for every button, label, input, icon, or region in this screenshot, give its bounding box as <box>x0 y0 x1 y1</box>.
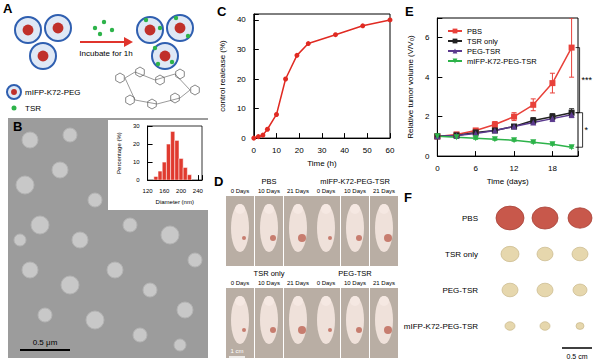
svg-text:30: 30 <box>317 146 326 155</box>
svg-text:C: C <box>217 4 227 19</box>
svg-text:Diameter (nm): Diameter (nm) <box>156 199 194 205</box>
svg-text:200: 200 <box>176 188 187 194</box>
svg-text:240: 240 <box>193 188 204 194</box>
svg-text:21 Days: 21 Days <box>373 188 395 194</box>
svg-text:F: F <box>404 190 412 205</box>
svg-text:10: 10 <box>237 104 246 113</box>
svg-text:PBS: PBS <box>462 214 478 223</box>
svg-text:6: 6 <box>425 33 430 42</box>
svg-text:0 Days: 0 Days <box>317 188 336 194</box>
svg-text:40: 40 <box>237 15 246 24</box>
svg-text:1 cm: 1 cm <box>230 348 243 354</box>
svg-text:TSR: TSR <box>25 104 41 113</box>
svg-text:PEG-TSR: PEG-TSR <box>467 47 501 56</box>
svg-text:0: 0 <box>136 177 140 183</box>
svg-text:30: 30 <box>133 123 140 129</box>
svg-text:0: 0 <box>252 146 257 155</box>
svg-text:0: 0 <box>241 134 246 143</box>
svg-text:PBS: PBS <box>467 27 482 36</box>
svg-text:0 Days: 0 Days <box>231 188 250 194</box>
svg-text:Incubate for 1h: Incubate for 1h <box>79 49 132 58</box>
svg-text:Time (days): Time (days) <box>487 177 529 186</box>
svg-text:E: E <box>405 4 414 19</box>
svg-text:10 Days: 10 Days <box>344 188 366 194</box>
svg-text:*: * <box>585 125 589 135</box>
svg-text:40: 40 <box>340 146 349 155</box>
svg-text:0.5 μm: 0.5 μm <box>33 338 58 347</box>
svg-text:TSR only: TSR only <box>445 250 478 259</box>
svg-text:6: 6 <box>473 164 478 173</box>
svg-text:PEG-TSR: PEG-TSR <box>442 286 478 295</box>
svg-text:TSR only: TSR only <box>467 37 498 46</box>
svg-text:control realease (%): control realease (%) <box>218 40 227 112</box>
svg-text:2: 2 <box>425 112 430 121</box>
svg-text:0: 0 <box>435 164 440 173</box>
svg-text:50: 50 <box>363 146 372 155</box>
svg-text:Percentage (%): Percentage (%) <box>116 132 122 174</box>
svg-text:10: 10 <box>272 146 281 155</box>
svg-text:21 Days: 21 Days <box>287 280 309 286</box>
svg-text:10 Days: 10 Days <box>258 280 280 286</box>
svg-text:D: D <box>214 174 223 189</box>
svg-text:160: 160 <box>159 188 170 194</box>
svg-text:mIFP-K72-PEG-TSR: mIFP-K72-PEG-TSR <box>467 57 537 66</box>
svg-text:18: 18 <box>548 164 557 173</box>
svg-text:21 Days: 21 Days <box>287 188 309 194</box>
svg-text:Time (h): Time (h) <box>307 159 337 168</box>
svg-text:A: A <box>3 1 13 16</box>
svg-text:mIFP-K72-PEG-TSR: mIFP-K72-PEG-TSR <box>320 177 390 186</box>
svg-text:PEG-TSR: PEG-TSR <box>338 269 372 278</box>
svg-text:20: 20 <box>237 75 246 84</box>
svg-text:10: 10 <box>133 159 140 165</box>
svg-text:PBS: PBS <box>261 177 276 186</box>
svg-text:0 Days: 0 Days <box>231 280 250 286</box>
svg-text:120: 120 <box>143 188 154 194</box>
svg-text:20: 20 <box>295 146 304 155</box>
svg-text:Relative tumor volume (V/V₀): Relative tumor volume (V/V₀) <box>406 35 415 139</box>
svg-text:30: 30 <box>237 45 246 54</box>
svg-text:10 Days: 10 Days <box>258 188 280 194</box>
svg-text:21 Days: 21 Days <box>373 280 395 286</box>
svg-text:10 Days: 10 Days <box>344 280 366 286</box>
svg-text:0: 0 <box>425 152 430 161</box>
svg-text:0 Days: 0 Days <box>317 280 336 286</box>
svg-text:mIFP-K72-PEG-TSR: mIFP-K72-PEG-TSR <box>404 322 478 331</box>
svg-text:20: 20 <box>133 141 140 147</box>
svg-text:TSR only: TSR only <box>254 269 285 278</box>
svg-text:0.5 cm: 0.5 cm <box>566 353 587 360</box>
svg-text:B: B <box>13 119 22 134</box>
svg-text:60: 60 <box>386 146 395 155</box>
svg-text:***: *** <box>582 75 593 85</box>
svg-text:4: 4 <box>425 73 430 82</box>
svg-text:mIFP-K72-PEG: mIFP-K72-PEG <box>25 88 81 97</box>
svg-text:12: 12 <box>510 164 519 173</box>
